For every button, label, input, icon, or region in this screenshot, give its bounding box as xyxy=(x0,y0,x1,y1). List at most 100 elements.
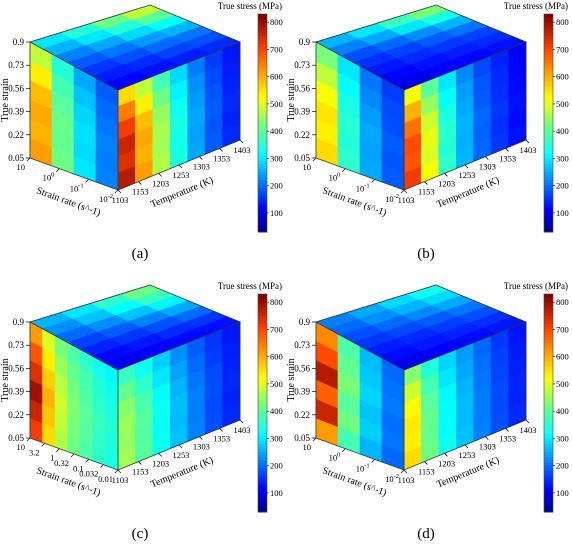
colorbar-segment xyxy=(258,60,267,64)
colorbar-segment xyxy=(544,76,553,80)
colorbar-segment xyxy=(544,373,553,377)
colorbar-segment xyxy=(258,19,267,23)
colorbar-segment xyxy=(258,446,267,450)
t-tick-label: 1103 xyxy=(112,195,129,205)
colorbar-segment xyxy=(544,383,553,388)
colorbar-segment xyxy=(258,215,267,219)
x-tick-base: 0.032 xyxy=(79,469,98,479)
colorbar-segment xyxy=(544,411,553,415)
colorbar-segment xyxy=(544,188,553,192)
colorbar-segment xyxy=(544,471,553,475)
x-tick-base: 10 xyxy=(99,194,108,204)
y-tick-label: 0.9 xyxy=(13,37,25,47)
colorbar-segment xyxy=(258,210,267,214)
colorbar-segment xyxy=(544,359,553,363)
colorbar: 100 200 300 400 500 600 700 800 xyxy=(257,13,283,233)
colorbar-tick-label: 200 xyxy=(270,181,283,191)
t-tick-label: 1303 xyxy=(479,162,496,172)
top-face xyxy=(315,284,527,371)
colorbar-segment xyxy=(258,307,267,311)
colorbar-segment xyxy=(544,460,553,464)
colorbar-segment xyxy=(258,41,267,45)
left-face xyxy=(315,321,405,471)
colorbar-segment xyxy=(258,373,267,377)
colorbar-segment xyxy=(544,30,553,34)
colorbar-segment xyxy=(258,136,267,140)
colorbar-segment xyxy=(258,326,267,330)
colorbar-segment xyxy=(258,332,267,336)
colorbar-segment xyxy=(544,43,553,48)
colorbar-segment xyxy=(544,196,553,200)
colorbar-segment xyxy=(258,487,267,491)
colorbar-segment xyxy=(258,460,267,464)
colorbar-segment xyxy=(258,166,267,170)
colorbar-segment xyxy=(258,383,267,388)
y-tick-label: 0.22 xyxy=(294,130,310,140)
y-axis-label: True strain xyxy=(0,358,11,401)
colorbar-segment xyxy=(544,392,553,396)
colorbar-segment xyxy=(544,82,553,86)
colorbar-segment xyxy=(544,158,553,162)
colorbar-segment xyxy=(258,416,267,420)
colorbar-segment xyxy=(258,506,267,510)
colorbar-segment xyxy=(258,302,267,306)
t-tick-mark xyxy=(199,156,203,160)
colorbar: 100 200 300 400 500 600 700 800 xyxy=(543,13,569,233)
colorbar-segment xyxy=(258,139,267,143)
colorbar-segment xyxy=(544,95,553,99)
top-face xyxy=(315,4,527,91)
colorbar-segment xyxy=(258,112,267,116)
colorbar-segment xyxy=(258,367,267,371)
colorbar-frame xyxy=(257,293,268,513)
colorbar-tick-label: 600 xyxy=(556,72,569,82)
t-tick-mark xyxy=(403,469,408,474)
colorbar-segment xyxy=(544,27,553,31)
y-tick-label: 0.56 xyxy=(8,363,24,373)
y-tick-label: 0.9 xyxy=(299,37,311,47)
colorbar-segment xyxy=(544,120,553,124)
colorbar-segment xyxy=(544,114,553,119)
t-tick-label: 1103 xyxy=(112,475,129,485)
colorbar-segment xyxy=(258,87,267,91)
colorbar-segment xyxy=(544,490,553,494)
colorbar-segment xyxy=(258,473,267,478)
colorbar-segment xyxy=(544,142,553,146)
colorbar-segment xyxy=(258,304,267,309)
colorbar-tick-label: 300 xyxy=(270,153,283,163)
t-tick-mark xyxy=(485,436,489,440)
colorbar-segment xyxy=(258,503,267,508)
colorbar-segment xyxy=(258,441,267,445)
colorbar-segment xyxy=(258,57,267,61)
colorbar-segment xyxy=(258,422,267,426)
colorbar-segment xyxy=(258,123,267,127)
colorbar-segment xyxy=(544,479,553,483)
colorbar-tick-label: 700 xyxy=(270,324,283,334)
x-tick-mark xyxy=(400,189,405,194)
t-tick-label: 1353 xyxy=(213,433,230,443)
t-tick-label: 1403 xyxy=(520,145,537,155)
colorbar-segment xyxy=(258,405,267,409)
colorbar-tick-label: 500 xyxy=(556,379,569,389)
colorbar-tick-label: 400 xyxy=(270,406,283,416)
colorbar-segment xyxy=(258,313,267,317)
colorbar-segment xyxy=(258,103,267,108)
t-tick-mark xyxy=(403,189,408,194)
colorbar-segment xyxy=(258,495,267,499)
colorbar-tick-label: 500 xyxy=(270,379,283,389)
t-tick-label: 1153 xyxy=(132,187,149,197)
colorbar-segment xyxy=(544,449,553,453)
colorbar-segment xyxy=(544,52,553,56)
panel-label: (d) xyxy=(417,526,435,542)
colorbar-segment xyxy=(258,400,267,404)
colorbar-segment xyxy=(258,438,267,442)
t-tick-mark xyxy=(239,419,244,424)
colorbar-segment xyxy=(544,419,553,423)
colorbar: 100 200 300 400 500 600 700 800 xyxy=(257,293,283,513)
colorbar-segment xyxy=(544,54,553,59)
colorbar-title: True stress (MPa) xyxy=(218,1,282,11)
colorbar-tick-label: 200 xyxy=(270,461,283,471)
colorbar-segment xyxy=(544,408,553,412)
t-tick-label: 1253 xyxy=(459,170,476,180)
colorbar-segment xyxy=(544,128,553,132)
colorbar-segment xyxy=(544,46,553,50)
